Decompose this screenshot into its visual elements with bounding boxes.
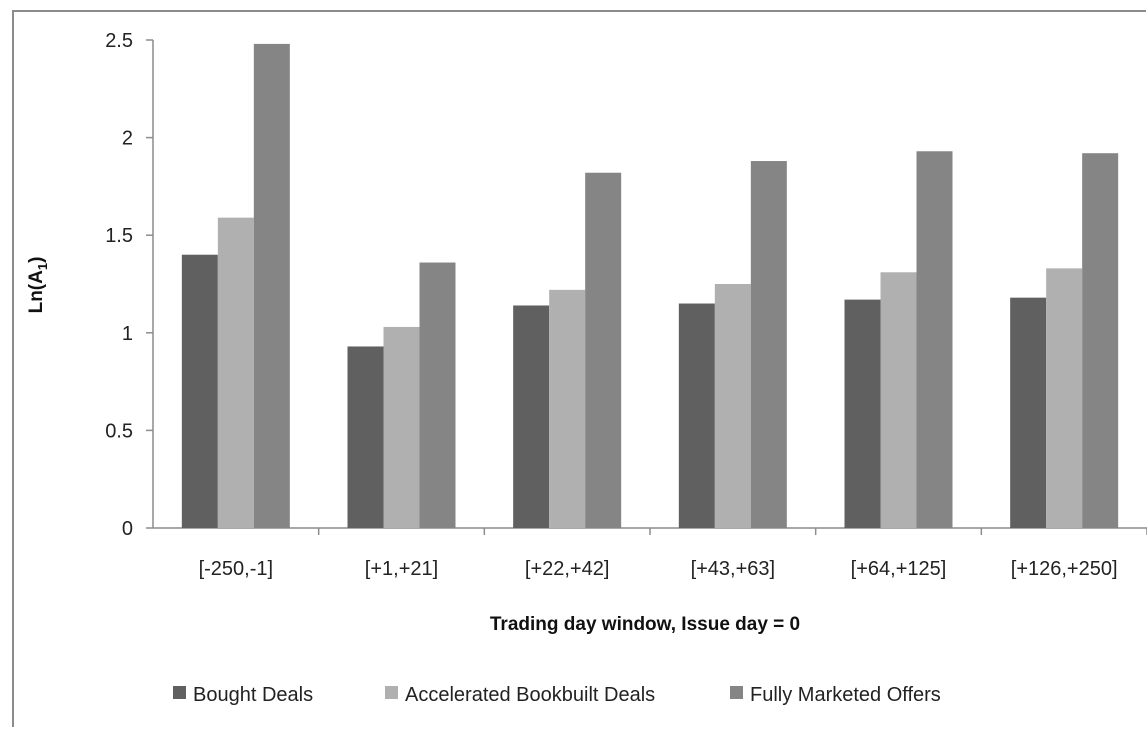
bar (1082, 153, 1119, 528)
y-axis-title-close: ) (26, 257, 47, 263)
legend: Bought Deals Accelerated Bookbuilt Deals F… (173, 684, 941, 706)
y-tick-label: 2.5 (105, 30, 133, 52)
bar (678, 303, 715, 528)
bar (253, 43, 290, 529)
y-tick-label: 1.5 (105, 225, 133, 247)
x-axis (153, 527, 1147, 535)
bar (585, 172, 622, 528)
y-tick-label: 1 (122, 323, 133, 345)
bar (217, 217, 254, 528)
x-tick-label: [+64,+125] (851, 558, 947, 580)
y-tick-label: 0.5 (105, 420, 133, 442)
x-tick-label: [+126,+250] (1011, 558, 1118, 580)
bar (181, 254, 218, 528)
legend-label: Accelerated Bookbuilt Deals (405, 684, 655, 706)
y-tick-label: 0 (122, 518, 133, 540)
y-axis-title-main: Ln(A (26, 270, 47, 314)
y-tick-label: 2 (122, 128, 133, 150)
bar (383, 326, 420, 528)
y-axis-title: Ln(A1) (26, 257, 50, 314)
x-tick-labels: [-250,-1] [+1,+21] [+22,+42] [+43,+63] [+64,… (199, 558, 1118, 580)
legend-label: Fully Marketed Offers (750, 684, 941, 706)
bar (513, 305, 550, 528)
y-axis: 0 0.5 1 1.5 2 2.5 (105, 30, 154, 540)
legend-swatch (173, 686, 186, 699)
y-axis-title-subscript: 1 (35, 263, 50, 270)
bar (916, 151, 953, 528)
x-tick-label: [-250,-1] (199, 558, 273, 580)
x-tick-label: [+1,+21] (365, 558, 438, 580)
bar (1046, 268, 1083, 528)
x-axis-title: Trading day window, Issue day = 0 (490, 614, 800, 635)
bar (750, 161, 787, 529)
bar (714, 284, 751, 528)
x-tick-label: [+22,+42] (525, 558, 610, 580)
bars (181, 43, 1119, 529)
bar (1010, 297, 1047, 528)
legend-label: Bought Deals (193, 684, 313, 706)
bar (880, 272, 917, 528)
legend-swatch (730, 686, 743, 699)
x-tick-label: [+43,+63] (691, 558, 776, 580)
bar (347, 346, 384, 528)
bar (844, 299, 881, 528)
bar (419, 262, 456, 528)
legend-swatch (385, 686, 398, 699)
bar (549, 289, 586, 528)
